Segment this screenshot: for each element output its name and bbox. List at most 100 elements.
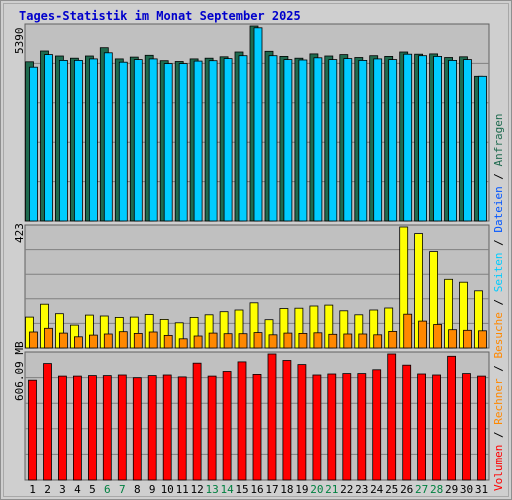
x-tick-label-day-4: 4 xyxy=(74,483,81,496)
x-tick-label-day-26: 26 xyxy=(400,483,413,496)
x-tick-label-day-9: 9 xyxy=(149,483,156,496)
x-tick-label-day-17: 17 xyxy=(265,483,278,496)
bar-besuche-day-18 xyxy=(283,332,293,349)
bar-volumen-day-17 xyxy=(267,353,277,481)
legend-anfragen: Anfragen xyxy=(492,113,505,166)
legend-sep-4: / xyxy=(492,233,505,253)
legend-sep-3: / xyxy=(492,292,505,312)
bar-volumen-day-30 xyxy=(462,373,471,481)
legend-dateien: Dateien xyxy=(492,186,505,232)
x-tick-label-day-22: 22 xyxy=(340,483,353,496)
bar-volumen-day-12 xyxy=(192,362,202,481)
panel-pages-visits xyxy=(24,224,490,349)
legend-sep-1: / xyxy=(492,425,505,445)
bar-besuche-day-28 xyxy=(433,324,443,349)
bar-besuche-day-8 xyxy=(133,332,143,349)
x-tick-label-day-13: 13 xyxy=(205,483,218,496)
legend-sep-2: / xyxy=(492,359,505,379)
x-tick-label-day-8: 8 xyxy=(134,483,141,496)
x-tick-label-day-6: 6 xyxy=(104,483,111,496)
bar-dateien-day-10 xyxy=(163,63,173,222)
bar-dateien-day-24 xyxy=(373,58,383,222)
x-tick-label-day-15: 15 xyxy=(235,483,248,496)
x-tick-label-day-19: 19 xyxy=(295,483,308,496)
bar-volumen-day-6 xyxy=(102,375,112,481)
bar-volumen-day-24 xyxy=(372,369,382,481)
bar-volumen-day-23 xyxy=(357,373,367,481)
bar-besuche-day-25 xyxy=(388,330,398,349)
bar-volumen-day-22 xyxy=(342,373,352,481)
x-tick-label-day-1: 1 xyxy=(29,483,36,496)
bar-besuche-day-31 xyxy=(478,330,487,349)
bar-besuche-day-21 xyxy=(328,333,338,349)
bar-dateien-day-7 xyxy=(118,61,128,222)
bar-besuche-day-7 xyxy=(118,331,128,349)
bar-dateien-day-28 xyxy=(433,56,443,222)
bar-besuche-day-5 xyxy=(89,334,98,349)
x-tick-label-day-20: 20 xyxy=(310,483,323,496)
panel-requests-files xyxy=(24,23,490,222)
legend-volumen: Volumen xyxy=(492,445,505,491)
bar-besuche-day-23 xyxy=(358,333,368,349)
bar-volumen-day-20 xyxy=(312,374,322,481)
bar-volumen-day-2 xyxy=(43,363,52,481)
bar-volumen-day-13 xyxy=(207,375,217,481)
chart-title: Tages-Statistik im Monat September 2025 xyxy=(19,9,301,23)
bar-dateien-day-13 xyxy=(208,60,218,222)
legend-seiten: Seiten xyxy=(492,253,505,293)
bar-volumen-day-1 xyxy=(28,379,37,481)
x-tick-label-day-18: 18 xyxy=(280,483,293,496)
x-tick-label-day-25: 25 xyxy=(385,483,398,496)
bar-dateien-day-12 xyxy=(193,60,203,222)
bar-dateien-day-5 xyxy=(89,58,98,222)
x-tick-label-day-31: 31 xyxy=(475,483,488,496)
bar-volumen-day-28 xyxy=(432,374,442,481)
bar-dateien-day-20 xyxy=(313,57,323,222)
x-tick-label-day-7: 7 xyxy=(119,483,126,496)
bar-volumen-day-9 xyxy=(147,375,157,481)
bar-dateien-day-19 xyxy=(298,59,308,222)
bar-besuche-day-15 xyxy=(238,333,248,349)
x-tick-label-day-2: 2 xyxy=(44,483,51,496)
bar-dateien-day-16 xyxy=(253,27,263,222)
x-tick-label-day-11: 11 xyxy=(176,483,189,496)
panel-volume xyxy=(24,351,490,481)
bar-besuche-day-14 xyxy=(223,333,233,349)
bar-volumen-day-10 xyxy=(162,374,172,481)
bar-dateien-day-9 xyxy=(148,58,158,222)
bar-volumen-day-31 xyxy=(477,375,486,481)
bar-dateien-day-30 xyxy=(463,59,472,222)
y-max-label-bottom: 606.09 MB xyxy=(13,341,26,401)
side-legend-text: Volumen / Rechner / Besuche / Seiten / D… xyxy=(492,113,505,491)
x-tick-label-day-24: 24 xyxy=(370,483,384,496)
bar-dateien-day-2 xyxy=(44,54,53,222)
bar-besuche-day-1 xyxy=(29,331,38,349)
bar-besuche-day-17 xyxy=(268,334,278,349)
x-tick-label-day-5: 5 xyxy=(89,483,96,496)
legend-besuche: Besuche xyxy=(492,312,505,358)
bar-volumen-day-29 xyxy=(447,355,457,481)
bar-volumen-day-21 xyxy=(327,373,337,481)
x-tick-label-day-21: 21 xyxy=(325,483,338,496)
bar-dateien-day-27 xyxy=(418,55,428,222)
y-max-label-middle: 423 xyxy=(13,223,26,243)
bar-volumen-day-8 xyxy=(132,377,142,481)
bar-volumen-day-25 xyxy=(387,353,397,481)
bar-besuche-day-11 xyxy=(178,338,188,349)
bar-besuche-day-30 xyxy=(463,329,472,349)
bar-dateien-day-1 xyxy=(29,66,38,222)
bar-dateien-day-26 xyxy=(403,53,413,222)
x-axis-tick-labels: 1 2 3 4 5 6 7 8 9 10 11 12 13 14 15 16 17 18 19 20 21 22 23 24 2… xyxy=(29,483,488,496)
bar-volumen-day-5 xyxy=(88,375,97,481)
side-legend: Volumen / Rechner / Besuche / Seiten / D… xyxy=(492,113,505,491)
bar-besuche-day-29 xyxy=(448,329,458,349)
bar-besuche-day-2 xyxy=(44,327,53,349)
bar-besuche-day-4 xyxy=(74,336,83,349)
x-tick-label-day-30: 30 xyxy=(460,483,473,496)
bar-besuche-day-12 xyxy=(193,335,203,349)
x-tick-label-day-12: 12 xyxy=(190,483,203,496)
bar-volumen-day-14 xyxy=(222,371,232,481)
bar-dateien-day-21 xyxy=(328,59,338,222)
bar-besuche-day-3 xyxy=(59,332,68,349)
